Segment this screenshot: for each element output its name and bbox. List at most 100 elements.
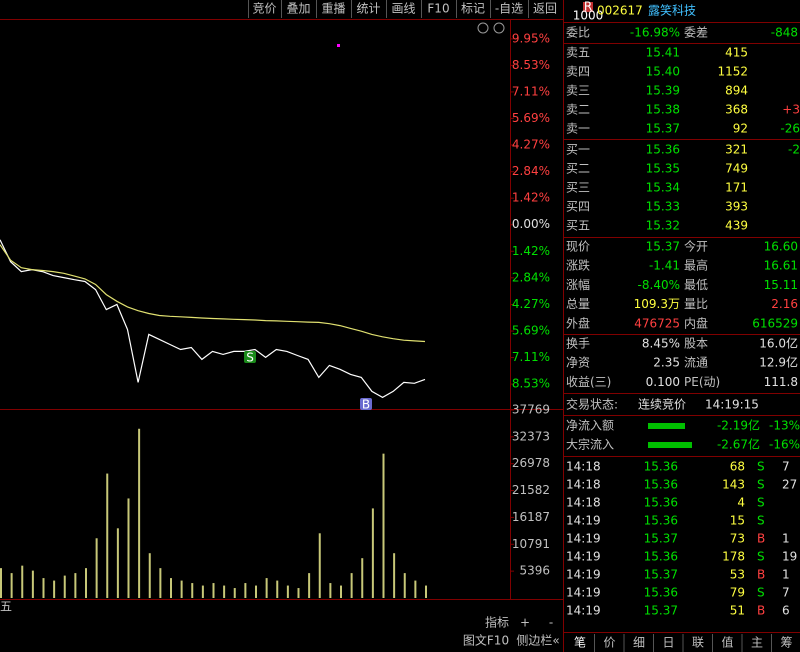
trade-time: 14:19 [566,550,601,564]
tab-separator [712,634,713,652]
row-border [564,415,800,416]
volume-bar [371,508,374,598]
trade-count: 6 [782,604,790,618]
toolbar-border [0,19,563,20]
volume-bar [85,568,87,598]
close-button[interactable] [493,22,505,34]
label: 现价 [566,240,590,254]
trade-time: 14:19 [566,514,601,528]
value: 12.9亿 [759,355,798,370]
value: 476725 [634,316,680,330]
volume-bar [329,583,332,598]
volume-bar [53,580,56,598]
toolbar-button[interactable]: F10 [427,2,449,16]
tab[interactable]: 日 [662,636,674,650]
toolbar-button[interactable]: 画线 [391,2,415,16]
value: 0.100 [646,375,680,389]
label: 股本 [684,337,708,351]
toolbar-separator [281,0,282,18]
book-label: 买四 [566,200,590,214]
toolbar-button[interactable]: 叠加 [286,2,310,16]
trade-price: 15.36 [644,496,678,510]
axis-border [510,20,511,600]
price-line [0,244,426,343]
footer-link[interactable]: 图文F10 [463,633,509,648]
trade-side: S [757,496,765,510]
label: 今开 [684,239,708,254]
trade-volume: 73 [730,532,745,546]
trade-count: 19 [782,550,797,564]
chart-tool[interactable]: - [549,616,553,630]
trade-count: 1 [782,568,790,582]
label: 总量 [566,297,590,311]
toolbar-button[interactable]: -自选 [495,2,523,16]
trade-price: 15.36 [644,478,678,492]
y-tick-label: 21582 [512,483,550,497]
y-tick-label: 37769 [512,403,550,417]
tab[interactable]: 价 [603,636,615,650]
volume-bar [21,565,24,598]
toolbar-button[interactable]: 标记 [461,2,485,16]
tab[interactable]: 筹 [780,636,792,650]
trade-price: 15.37 [644,604,678,618]
volume-bar [255,585,257,598]
trade-volume: 51 [730,604,745,618]
tab[interactable]: 笔 [574,635,586,650]
trade-side: S [757,550,765,564]
y-tick-label: 4.27% [512,137,550,151]
book-volume: 894 [725,84,748,98]
trade-price: 15.36 [644,586,678,600]
pane-bottom [0,599,563,600]
chart-tool[interactable]: + [520,616,530,630]
value: 616529 [752,316,798,330]
book-volume: 368 [725,103,748,117]
label: 涨跌 [566,258,590,273]
toolbar-button[interactable]: 返回 [533,2,557,16]
footer-link[interactable]: 侧边栏« [516,633,559,648]
toolbar-button[interactable]: 统计 [356,2,380,16]
label: 最高 [684,258,708,273]
tab-separator [623,634,625,652]
chart-tool[interactable]: 指标 [485,615,509,630]
toolbar-separator [316,0,317,18]
book-volume: 1152 [717,65,748,79]
trade-time: 14:19 [566,568,601,582]
toolbar-button[interactable]: 重播 [321,2,345,16]
trade-price: 15.36 [644,514,678,528]
tab-border [564,632,800,633]
trade-price: 15.36 [644,460,678,474]
toolbar-separator [490,0,491,18]
pane-divider [0,409,563,410]
volume-bar [42,578,45,598]
book-label: 卖五 [566,46,590,60]
volume-bar [31,570,34,598]
tab[interactable]: 主 [751,636,763,650]
value: 15.11 [764,278,798,292]
value: -848 [771,26,798,40]
tab[interactable]: 联 [692,636,704,650]
book-change: -2 [788,143,800,157]
trade-volume: 53 [730,568,745,582]
trade-time: 14:19 [566,604,601,618]
badge: R [584,0,592,14]
volume-bar [180,580,183,598]
label: 净流入额 [566,419,614,433]
trade-volume: 15 [730,514,745,528]
zoom-button[interactable] [477,22,489,34]
book-price: 15.41 [646,46,680,60]
trade-price: 15.36 [644,550,678,564]
volume-bar [308,573,311,598]
flow-bar [648,442,692,448]
volume-bar [403,573,406,598]
volume-bar [201,585,204,598]
toolbar-button[interactable]: 竞价 [252,2,276,16]
trade-volume: 79 [730,586,745,600]
trade-time: 14:19 [566,586,601,600]
signal-badge [360,398,372,410]
value: 8.45% [642,337,680,351]
y-tick-label: 4.27% [512,297,550,311]
value: -2.67亿 [717,437,760,452]
badge-sub: 1000 [573,9,604,23]
tab[interactable]: 细 [633,636,645,650]
tab[interactable]: 值 [721,635,733,650]
